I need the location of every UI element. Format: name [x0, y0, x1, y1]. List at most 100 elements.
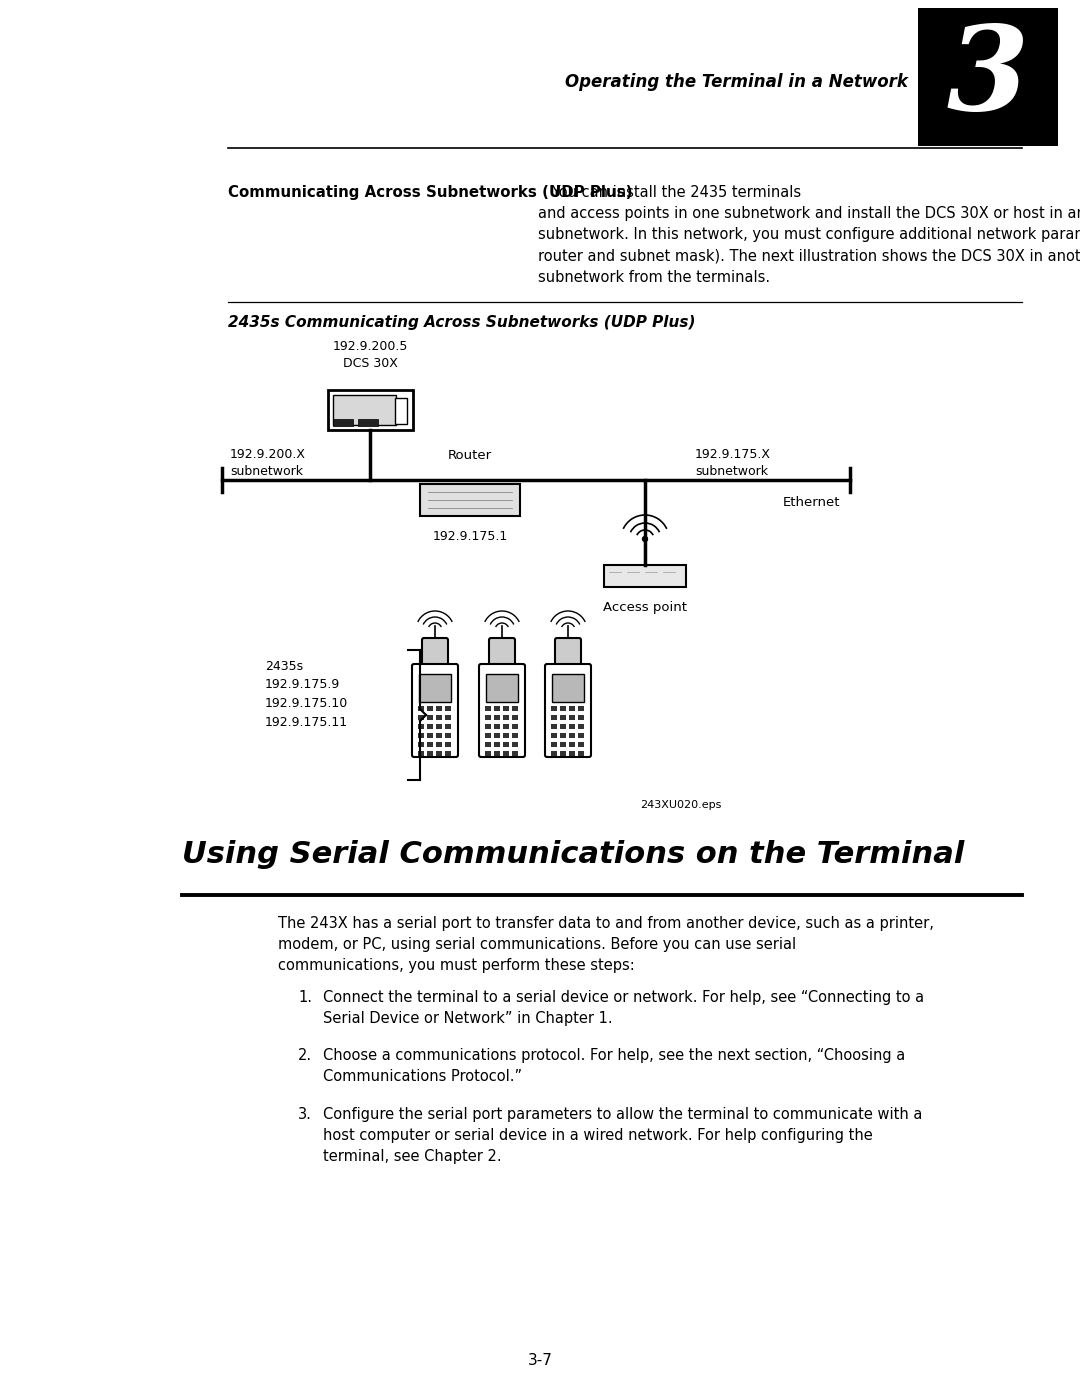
Bar [503, 752, 509, 756]
Text: 192.9.200.5
DCS 30X: 192.9.200.5 DCS 30X [333, 339, 407, 370]
Text: Using Serial Communications on the Terminal: Using Serial Communications on the Termi… [183, 840, 964, 869]
Bar [486, 673, 518, 703]
Bar [561, 742, 566, 747]
Bar [503, 715, 509, 719]
Bar [512, 742, 518, 747]
Bar [578, 733, 584, 738]
Bar [333, 395, 395, 425]
Bar [918, 8, 1058, 147]
Text: Configure the serial port parameters to allow the terminal to communicate with a: Configure the serial port parameters to … [323, 1106, 922, 1165]
Bar [494, 705, 500, 711]
Bar [569, 715, 575, 719]
Bar [561, 705, 566, 711]
Bar [357, 419, 378, 426]
Text: 192.9.200.X
subnetwork: 192.9.200.X subnetwork [230, 448, 306, 478]
Text: 2.: 2. [298, 1048, 312, 1063]
Bar [418, 752, 424, 756]
Bar [419, 673, 451, 703]
Bar [578, 715, 584, 719]
Bar [578, 742, 584, 747]
Bar [561, 715, 566, 719]
Bar [551, 752, 557, 756]
Bar [436, 742, 442, 747]
Text: 3: 3 [947, 20, 1029, 134]
FancyBboxPatch shape [555, 638, 581, 671]
Bar [561, 724, 566, 729]
Bar [551, 742, 557, 747]
Text: 2435s
192.9.175.9
192.9.175.10
192.9.175.11: 2435s 192.9.175.9 192.9.175.10 192.9.175… [265, 659, 348, 728]
Bar [485, 752, 491, 756]
Bar [569, 742, 575, 747]
Bar [427, 733, 433, 738]
Text: Communicating Across Subnetworks (UDP Plus): Communicating Across Subnetworks (UDP Pl… [228, 184, 633, 200]
Bar [436, 724, 442, 729]
Bar [569, 724, 575, 729]
FancyBboxPatch shape [480, 664, 525, 757]
Text: You can install the 2435 terminals
and access points in one subnetwork and insta: You can install the 2435 terminals and a… [538, 184, 1080, 285]
Bar [485, 724, 491, 729]
Bar [445, 705, 451, 711]
FancyBboxPatch shape [545, 664, 591, 757]
Text: 192.9.175.X
subnetwork: 192.9.175.X subnetwork [696, 448, 771, 478]
Bar [552, 673, 584, 703]
Text: Router: Router [448, 448, 492, 462]
Bar [418, 733, 424, 738]
Bar [494, 752, 500, 756]
Bar [420, 483, 519, 515]
Bar [512, 724, 518, 729]
Bar [394, 398, 406, 425]
Bar [551, 715, 557, 719]
FancyBboxPatch shape [422, 638, 448, 671]
Text: 3-7: 3-7 [527, 1354, 553, 1368]
FancyBboxPatch shape [411, 664, 458, 757]
Text: Choose a communications protocol. For help, see the next section, “Choosing a
Co: Choose a communications protocol. For he… [323, 1048, 905, 1084]
Bar [512, 733, 518, 738]
Circle shape [643, 536, 648, 542]
Text: 1.: 1. [298, 990, 312, 1004]
Bar [418, 705, 424, 711]
Bar [494, 733, 500, 738]
Bar [503, 705, 509, 711]
Bar [445, 715, 451, 719]
Bar [503, 724, 509, 729]
Bar [503, 733, 509, 738]
Bar [494, 742, 500, 747]
Bar [561, 752, 566, 756]
Text: Connect the terminal to a serial device or network. For help, see “Connecting to: Connect the terminal to a serial device … [323, 990, 924, 1027]
Bar [445, 752, 451, 756]
Text: 192.9.175.1: 192.9.175.1 [432, 529, 508, 543]
Bar [445, 724, 451, 729]
Bar [551, 724, 557, 729]
Bar [503, 742, 509, 747]
Bar [485, 715, 491, 719]
Bar [485, 742, 491, 747]
Text: 2435s Communicating Across Subnetworks (UDP Plus): 2435s Communicating Across Subnetworks (… [228, 314, 696, 330]
FancyBboxPatch shape [489, 638, 515, 671]
Bar [436, 715, 442, 719]
Bar [427, 724, 433, 729]
Bar [569, 752, 575, 756]
Text: Ethernet: Ethernet [783, 496, 840, 509]
Text: The 243X has a serial port to transfer data to and from another device, such as : The 243X has a serial port to transfer d… [278, 916, 934, 974]
Bar [494, 724, 500, 729]
Bar [418, 724, 424, 729]
Bar [512, 715, 518, 719]
Bar [436, 752, 442, 756]
Bar [485, 705, 491, 711]
Bar [436, 705, 442, 711]
Bar [436, 733, 442, 738]
Bar [604, 564, 686, 587]
Bar [578, 752, 584, 756]
Bar [427, 705, 433, 711]
Bar [512, 705, 518, 711]
Bar [333, 419, 352, 426]
Bar [485, 733, 491, 738]
Text: 243XU020.eps: 243XU020.eps [640, 800, 721, 810]
Bar [569, 705, 575, 711]
Bar [445, 733, 451, 738]
Bar [418, 742, 424, 747]
Text: Access point: Access point [603, 601, 687, 615]
Bar [427, 752, 433, 756]
Bar [569, 733, 575, 738]
Text: 3.: 3. [298, 1106, 312, 1122]
